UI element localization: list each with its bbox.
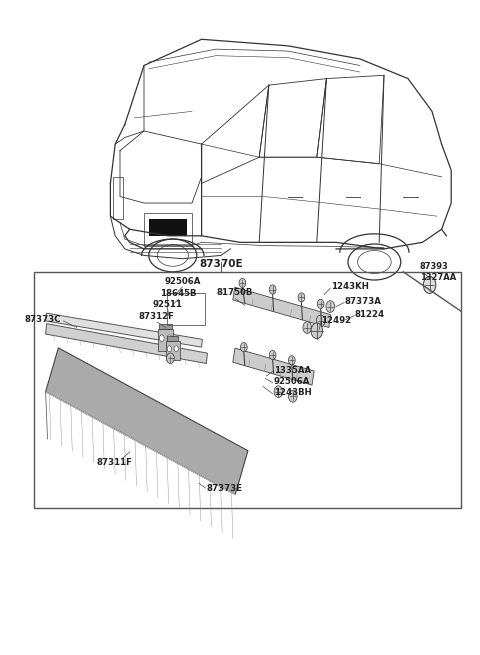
Bar <box>113 177 123 219</box>
Text: 18645B: 18645B <box>160 289 197 298</box>
Text: 87373C: 87373C <box>25 315 61 324</box>
Text: 87373E: 87373E <box>206 484 242 493</box>
Text: 87311F: 87311F <box>96 458 132 468</box>
Circle shape <box>288 356 295 365</box>
Text: 87393
1327AA: 87393 1327AA <box>420 262 456 282</box>
Circle shape <box>317 299 324 309</box>
Text: 1335AA: 1335AA <box>274 365 311 375</box>
Circle shape <box>311 323 323 339</box>
Circle shape <box>174 346 179 352</box>
Circle shape <box>303 322 312 333</box>
Text: 1243KH: 1243KH <box>331 282 369 291</box>
Circle shape <box>298 293 305 302</box>
Text: 92511: 92511 <box>152 300 182 309</box>
Bar <box>167 293 205 325</box>
Polygon shape <box>46 324 207 364</box>
Circle shape <box>269 350 276 360</box>
Circle shape <box>269 285 276 294</box>
Circle shape <box>316 315 325 327</box>
Circle shape <box>274 386 283 398</box>
Text: 81224: 81224 <box>354 310 384 319</box>
Text: 12492: 12492 <box>321 316 351 326</box>
Circle shape <box>240 343 247 352</box>
Polygon shape <box>233 348 314 385</box>
Text: 87312F: 87312F <box>139 312 174 321</box>
Circle shape <box>239 278 246 288</box>
Bar <box>166 341 180 360</box>
Text: 1243BH: 1243BH <box>274 388 312 397</box>
Bar <box>144 213 192 246</box>
Text: 92506A: 92506A <box>164 276 201 286</box>
Bar <box>167 336 179 341</box>
Circle shape <box>159 335 164 341</box>
Polygon shape <box>233 287 331 328</box>
Text: 81750B: 81750B <box>216 288 252 297</box>
Circle shape <box>288 390 297 402</box>
Bar <box>34 272 461 508</box>
Text: 92506A: 92506A <box>274 377 310 386</box>
Polygon shape <box>46 348 248 495</box>
Circle shape <box>167 346 171 352</box>
Bar <box>158 329 173 351</box>
Circle shape <box>167 353 174 364</box>
Text: 87373A: 87373A <box>345 297 382 306</box>
Text: 87370E: 87370E <box>199 259 242 269</box>
Circle shape <box>423 276 436 293</box>
Bar <box>159 324 172 329</box>
Circle shape <box>167 335 172 341</box>
Polygon shape <box>46 313 202 347</box>
Bar <box>149 219 187 236</box>
Circle shape <box>326 301 335 312</box>
